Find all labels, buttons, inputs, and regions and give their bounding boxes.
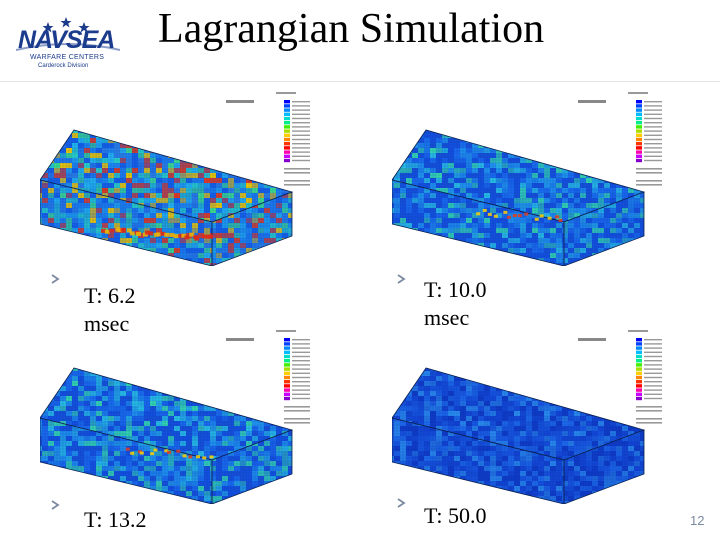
color-legend	[226, 330, 310, 424]
simulation-frame-3	[40, 326, 340, 504]
logo-division: Carderock Division	[38, 63, 89, 69]
caption-time: T: 6.2	[84, 283, 136, 308]
fe-mesh	[392, 367, 646, 504]
fe-model-render	[40, 330, 310, 504]
caption-frame-3: T: 13.2	[84, 506, 214, 534]
caption-time: T: 13.2	[84, 507, 147, 532]
caption-time: T: 10.0	[424, 277, 487, 302]
title-divider	[0, 81, 720, 82]
slide-title: Lagrangian Simulation	[158, 6, 545, 52]
fe-mesh	[392, 129, 646, 266]
bullet-icon	[50, 272, 60, 284]
fe-model-render	[392, 92, 662, 266]
caption-frame-2: T: 10.0 msec	[424, 276, 554, 332]
caption-unit: msec	[84, 311, 130, 336]
caption-frame-1: T: 6.2 msec	[84, 282, 214, 338]
slide-number: 12	[690, 513, 705, 528]
bullet-icon	[396, 496, 406, 508]
caption-time: T: 50.0	[424, 503, 487, 528]
simulation-frame-1	[40, 88, 340, 266]
bullet-icon	[396, 272, 406, 284]
logo-subtitle: WARFARE CENTERS	[30, 54, 105, 61]
logo-stars-icon	[15, 17, 121, 51]
color-legend	[578, 330, 662, 424]
navsea-logo: NAVSEA WARFARE CENTERS Carderock Divisio…	[8, 10, 128, 72]
simulation-frame-2	[392, 88, 692, 266]
fe-mesh	[40, 129, 294, 266]
logo-wordmark: NAVSEA	[18, 26, 115, 54]
bullet-icon	[50, 498, 60, 510]
fe-mesh	[40, 367, 294, 504]
color-legend	[578, 92, 662, 186]
caption-unit: msec	[424, 305, 470, 330]
fe-model-render	[392, 330, 662, 504]
caption-frame-4: T: 50.0	[424, 502, 554, 530]
color-legend	[226, 92, 310, 186]
simulation-frame-4	[392, 326, 692, 504]
fe-model-render	[40, 92, 310, 266]
